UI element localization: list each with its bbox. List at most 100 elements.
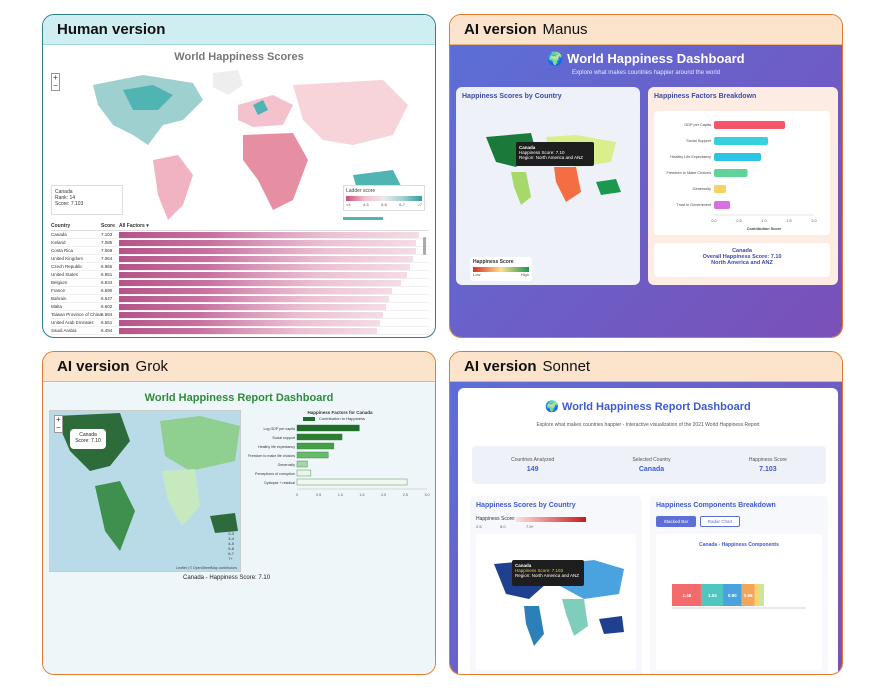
factors-bar-chart: Log GDP per capita Social support Healthy …: [248, 424, 430, 497]
card-title: Happiness Components Breakdown: [656, 502, 776, 509]
stat-happiness-score: Happiness Score 7.103: [749, 457, 787, 473]
factor-stacked-bar[interactable]: [119, 232, 419, 238]
factor-stacked-bar[interactable]: [119, 240, 416, 246]
score-legend-label: Happiness Score:: [476, 516, 516, 522]
page-title: 🌍 World Happiness Dashboard: [547, 51, 745, 66]
table-row[interactable]: Iceland 7.085: [51, 239, 429, 247]
stacked-bar-button[interactable]: Stacked Bar: [656, 516, 696, 527]
factor-bar[interactable]: [296, 460, 308, 468]
factor-label: Freedom to Make Choices: [666, 171, 711, 175]
map-tooltip: Canada Happiness Score: 7.10 Region: Nor…: [516, 142, 594, 166]
map-frame: Canada Happiness Score: 7.103 Region: No…: [476, 534, 636, 670]
component-segment[interactable]: [759, 584, 764, 606]
row-score: 7.085: [101, 240, 113, 245]
table-row[interactable]: United Kingdom 7.064: [51, 255, 429, 263]
factors-chart-box: GDP per Capita Social Support Healthy Life…: [654, 111, 830, 235]
factor-stacked-bar[interactable]: [119, 256, 413, 262]
table-row[interactable]: Canada 7.103: [51, 231, 429, 239]
australia-region: [599, 616, 624, 634]
row-country: Taiwan Province of China: [51, 312, 102, 317]
info-country: Canada: [55, 189, 73, 195]
factor-bar[interactable]: [714, 153, 761, 161]
factor-stacked-bar[interactable]: [119, 248, 416, 254]
row-country: Iceland: [51, 240, 66, 245]
factor-label: Generosity: [278, 463, 296, 467]
sonnet-version-panel: AI version Sonnet 🌍 World Happiness Repo…: [449, 351, 843, 675]
factor-bar[interactable]: [714, 201, 730, 209]
factor-label: Social support: [272, 436, 295, 440]
x-tick: 0.5: [316, 493, 321, 497]
factor-stacked-bar[interactable]: [119, 280, 401, 286]
factor-bar[interactable]: [296, 442, 335, 450]
row-country: Belgium: [51, 280, 68, 285]
table-row[interactable]: United Arab Emirates 6.561: [51, 319, 429, 327]
factor-bar[interactable]: [296, 433, 343, 441]
tooltip-region: Region: North America and ANZ: [515, 573, 580, 578]
factor-bar[interactable]: [714, 121, 785, 129]
stat-value: Canada: [638, 466, 665, 473]
factor-bar[interactable]: [296, 424, 360, 432]
table-row[interactable]: Belgium 6.834: [51, 279, 429, 287]
card-title: Happiness Scores by Country: [462, 93, 562, 100]
eurasia-region: [160, 416, 240, 471]
component-segment[interactable]: [701, 584, 724, 606]
col-header-country[interactable]: Country: [51, 223, 71, 229]
panel-header: AI version Grok: [43, 352, 435, 382]
table-row[interactable]: Malta 6.602: [51, 303, 429, 311]
selected-caption: Canada - Happiness Score: 7.10: [183, 575, 271, 581]
australia-region: [596, 179, 621, 195]
factor-stacked-bar[interactable]: [119, 288, 392, 294]
table-row[interactable]: Saudi Arabia 6.494: [51, 327, 429, 335]
table-scrollbar[interactable]: [423, 237, 426, 255]
factor-bar[interactable]: [296, 478, 408, 486]
factor-filter-dropdown[interactable]: All Factors ▾: [119, 223, 149, 229]
factor-stacked-bar[interactable]: [119, 312, 383, 318]
table-row[interactable]: France 6.690: [51, 287, 429, 295]
factor-stacked-bar[interactable]: [119, 296, 389, 302]
factor-label: GDP per Capita: [684, 123, 712, 127]
legend-swatch: [303, 417, 315, 421]
factor-label: Freedom to make life choices: [248, 454, 295, 458]
radar-chart-button[interactable]: Radar Chart: [700, 516, 740, 527]
factor-stacked-bar[interactable]: [119, 264, 410, 270]
factor-stacked-bar[interactable]: [119, 328, 377, 334]
map-legend: Ladder score <4 4-5 5-6 6-7 >7: [343, 185, 425, 211]
factor-bar[interactable]: [714, 185, 726, 193]
map-attribution[interactable]: Leaflet | © OpenStreetMap contributors: [176, 566, 237, 570]
col-header-score[interactable]: Score: [101, 223, 115, 229]
factor-bar[interactable]: [296, 451, 329, 459]
factor-label: Social Support: [686, 139, 712, 143]
legend-item: 7+: [228, 556, 233, 561]
row-country: Costa Rica: [51, 248, 74, 253]
legend-title: Happiness Score: [473, 259, 514, 265]
leaflet-map[interactable]: + − Canada Score: 7.10 0-3 3-4 4-5 5-6 6-…: [49, 410, 241, 572]
component-segment[interactable]: [723, 584, 742, 606]
zoom-control[interactable]: + −: [51, 73, 60, 91]
world-map[interactable]: [476, 127, 626, 207]
x-tick: 3.0: [425, 493, 430, 497]
factor-bar[interactable]: [296, 469, 312, 477]
panel-label: Human version: [57, 21, 166, 38]
africa-region: [562, 599, 588, 636]
component-segment[interactable]: [672, 584, 702, 606]
model-name: Sonnet: [542, 358, 591, 375]
factor-bar[interactable]: [714, 169, 748, 177]
factors-bar-chart: GDP per Capita Social Support Healthy Life…: [666, 121, 817, 231]
card-title: Happiness Factors Breakdown: [654, 93, 757, 100]
factor-stacked-bar[interactable]: [119, 320, 380, 326]
factor-stacked-bar[interactable]: [119, 304, 386, 310]
table-row[interactable]: Costa Rica 7.069: [51, 247, 429, 255]
component-segment[interactable]: [754, 584, 760, 606]
table-row[interactable]: Bahrain 6.647: [51, 295, 429, 303]
stat-label: Selected Country: [632, 457, 671, 463]
zoom-control[interactable]: + −: [54, 415, 63, 433]
stat-value: 149: [526, 466, 539, 473]
factor-bar[interactable]: [714, 137, 768, 145]
table-row[interactable]: Taiwan Province of China 6.584: [51, 311, 429, 319]
factor-stacked-bar[interactable]: [119, 272, 407, 278]
table-row[interactable]: Czech Republic 6.965: [51, 263, 429, 271]
chart-title: Happiness Factors for Canada: [307, 410, 373, 415]
component-segment[interactable]: [741, 584, 755, 606]
table-row[interactable]: United States 6.951: [51, 271, 429, 279]
x-tick: 1.0: [761, 219, 766, 223]
